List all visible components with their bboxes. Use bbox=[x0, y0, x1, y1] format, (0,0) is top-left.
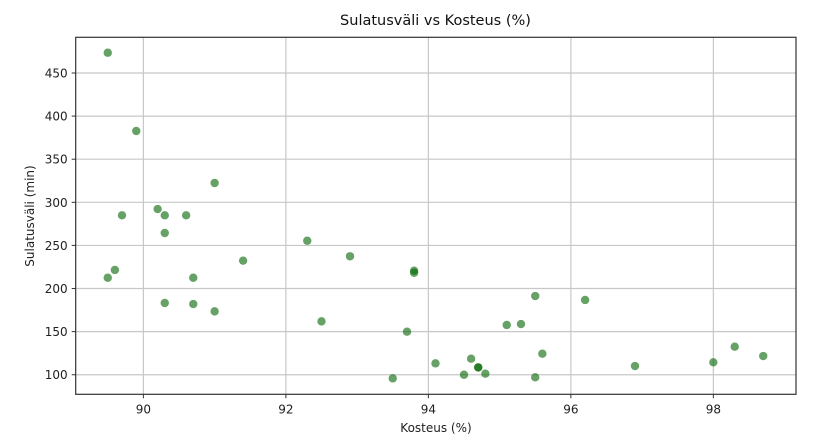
data-point bbox=[580, 295, 590, 305]
data-point bbox=[459, 370, 469, 379]
y-tick-label: 300 bbox=[45, 196, 68, 210]
data-point bbox=[431, 359, 440, 368]
x-tick-label: 98 bbox=[706, 402, 721, 416]
data-point bbox=[709, 358, 718, 367]
data-point bbox=[210, 307, 219, 316]
data-point bbox=[409, 268, 419, 277]
chart-title: Sulatusväli vs Kosteus (%) bbox=[340, 13, 531, 29]
data-point bbox=[132, 126, 141, 136]
data-point bbox=[538, 349, 547, 358]
grid-lines bbox=[75, 37, 796, 395]
data-point bbox=[210, 178, 219, 188]
data-point bbox=[759, 351, 768, 361]
x-tick-label: 96 bbox=[563, 402, 578, 416]
data-point bbox=[110, 265, 120, 275]
data-point bbox=[402, 327, 412, 336]
data-point bbox=[502, 320, 511, 330]
data-point bbox=[630, 361, 640, 371]
data-point bbox=[516, 319, 526, 329]
data-point bbox=[103, 48, 112, 57]
data-point bbox=[160, 298, 169, 308]
data-point bbox=[388, 374, 397, 383]
data-point bbox=[117, 211, 127, 220]
data-point bbox=[181, 211, 191, 220]
data-points bbox=[103, 48, 768, 383]
data-point bbox=[730, 342, 739, 351]
y-tick-label: 400 bbox=[45, 110, 68, 124]
data-point bbox=[466, 354, 476, 363]
data-point bbox=[189, 273, 198, 282]
y-tick-label: 450 bbox=[45, 66, 68, 80]
data-point bbox=[160, 211, 169, 220]
x-axis-label: Kosteus (%) bbox=[400, 421, 472, 435]
y-axis-ticks: 100 150 200 250 300 350 400 450 bbox=[45, 66, 76, 382]
data-point bbox=[303, 236, 312, 245]
data-point bbox=[481, 369, 490, 378]
data-point bbox=[474, 363, 483, 372]
y-tick-label: 100 bbox=[45, 368, 68, 382]
x-tick-label: 90 bbox=[136, 402, 151, 416]
data-point bbox=[189, 299, 198, 309]
data-point bbox=[238, 256, 248, 265]
y-tick-label: 350 bbox=[45, 153, 68, 167]
data-point bbox=[160, 228, 169, 238]
y-tick-label: 150 bbox=[45, 325, 68, 339]
y-tick-label: 250 bbox=[45, 239, 68, 253]
data-point bbox=[153, 204, 162, 214]
data-point bbox=[103, 273, 112, 282]
axes-frame bbox=[75, 36, 797, 395]
x-axis-ticks: 90 92 94 96 98 bbox=[136, 394, 721, 416]
y-tick-label: 200 bbox=[45, 282, 68, 296]
x-tick-label: 94 bbox=[421, 402, 436, 416]
data-point bbox=[345, 252, 355, 261]
x-tick-label: 92 bbox=[278, 402, 293, 416]
data-point bbox=[317, 317, 326, 326]
data-point bbox=[531, 291, 540, 301]
data-point bbox=[531, 373, 540, 382]
